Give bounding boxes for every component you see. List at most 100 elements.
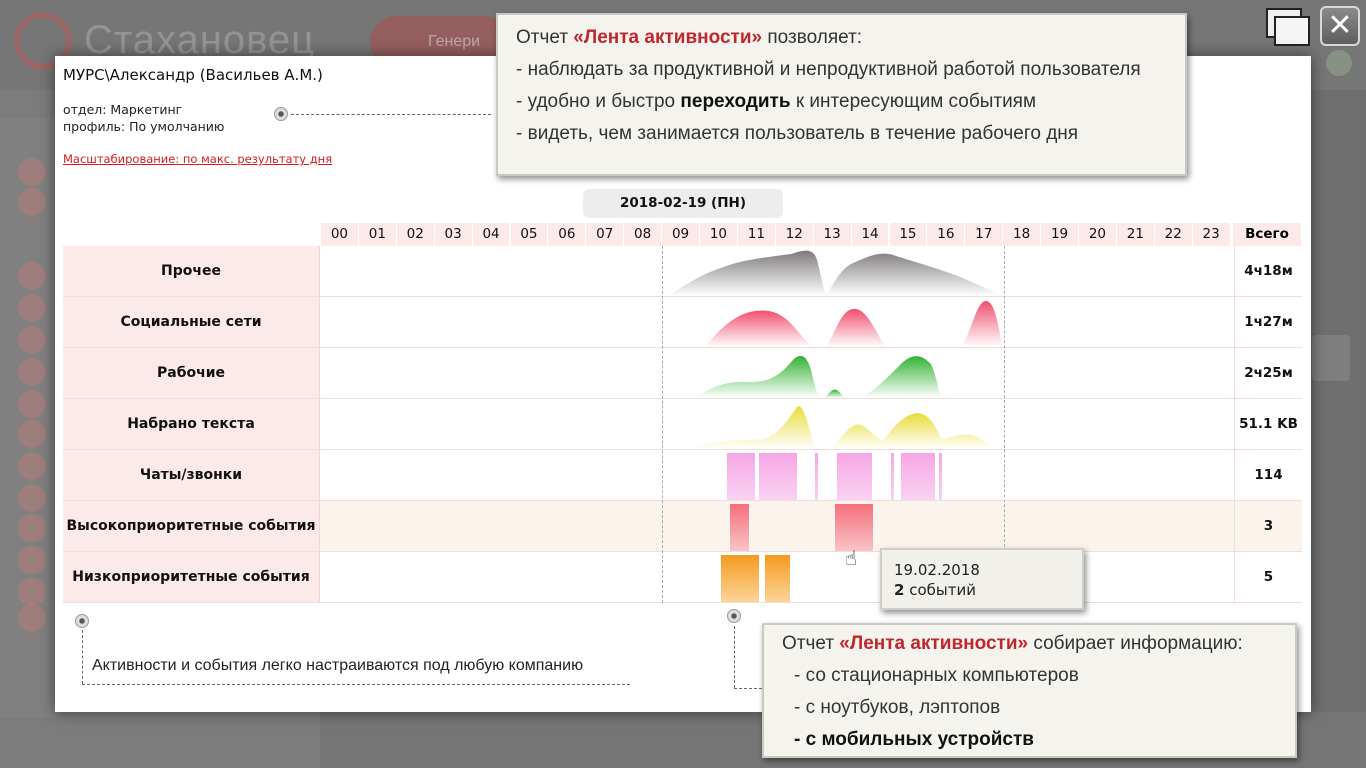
high-priority-event[interactable] — [730, 504, 749, 551]
chat-bar — [891, 453, 894, 500]
app-logo-text: Стахановец — [84, 18, 316, 62]
home-icon[interactable] — [18, 604, 46, 632]
hour-cell: 11 — [737, 223, 776, 246]
row-high-priority: Высокоприоритетные события 3 — [63, 501, 1302, 552]
callout-line: - наблюдать за продуктивной и непродукти… — [516, 59, 1141, 80]
pin-icon — [727, 609, 741, 623]
workday-end-line — [1004, 246, 1005, 552]
row-total: 3 — [1234, 501, 1302, 551]
row-social: Социальные сети 1ч27м — [63, 297, 1302, 348]
window-front-icon — [1274, 16, 1310, 46]
hour-cell: 15 — [889, 223, 928, 246]
callout-features: Отчет «Лента активности» позволяет: - на… — [496, 13, 1187, 176]
home-icon[interactable] — [18, 420, 46, 448]
department-label: отдел: Маркетинг — [63, 102, 183, 117]
hour-cell: 02 — [396, 223, 435, 246]
connector-line — [734, 626, 735, 688]
callout-line: - с мобильных устройств — [794, 729, 1034, 750]
home-icon[interactable] — [18, 514, 46, 542]
high-priority-chart — [730, 504, 873, 551]
home-icon[interactable] — [18, 358, 46, 386]
customization-note: Активности и события легко настраиваются… — [92, 657, 584, 674]
hour-cell: 20 — [1079, 223, 1117, 246]
hour-cell: 03 — [434, 223, 473, 246]
hour-cell: 12 — [775, 223, 814, 246]
chat-bar — [815, 453, 818, 500]
connector-line — [82, 684, 630, 685]
high-priority-event[interactable] — [835, 504, 873, 551]
callout-line: - удобно и быстро переходить к интересую… — [516, 91, 1037, 112]
row-total: 5 — [1234, 552, 1302, 602]
date-selector[interactable]: 2018-02-19 (ПН) — [583, 189, 783, 218]
row-total: 4ч18м — [1234, 246, 1302, 296]
home-icon[interactable] — [18, 390, 46, 418]
hour-cell: 21 — [1116, 223, 1155, 246]
row-typed: Набрано текста 51.1 KB — [63, 399, 1302, 450]
profile-label: профиль: По умолчанию — [63, 119, 225, 134]
home-icon[interactable] — [18, 158, 46, 186]
hour-cell: 06 — [548, 223, 587, 246]
row-label: Низкоприоритетные события — [63, 552, 320, 602]
scaling-link[interactable]: Масштабирование: по макс. результату дня — [63, 152, 333, 166]
app-logo-icon — [14, 12, 72, 70]
row-label: Набрано текста — [63, 399, 320, 449]
other-activity-chart — [667, 250, 1001, 296]
low-priority-event[interactable] — [721, 555, 759, 602]
chats-calls-chart — [727, 453, 942, 500]
home-icon[interactable] — [18, 578, 46, 606]
connector-line — [82, 630, 83, 684]
chat-bar — [837, 453, 872, 500]
home-icon[interactable] — [18, 262, 46, 290]
home-icon[interactable] — [18, 484, 46, 512]
callout-title: Отчет «Лента активности» собирает информ… — [782, 633, 1243, 654]
row-total: 1ч27м — [1234, 297, 1302, 347]
close-button[interactable]: ✕ — [1320, 6, 1360, 46]
hour-cell: 07 — [586, 223, 625, 246]
row-other: Прочее 4ч18м — [63, 246, 1302, 297]
row-label: Рабочие — [63, 348, 320, 398]
typed-text-chart — [689, 406, 993, 449]
row-label: Прочее — [63, 246, 320, 296]
pin-icon — [75, 614, 89, 628]
hour-cell: 19 — [1041, 223, 1079, 246]
side-panel — [1312, 335, 1350, 381]
row-label: Социальные сети — [63, 297, 320, 347]
user-name: МУРС\Александр (Васильев А.М.) — [63, 66, 323, 84]
low-priority-chart — [721, 555, 790, 602]
home-icon[interactable] — [18, 326, 46, 354]
hour-cell: 10 — [700, 223, 738, 246]
logo-small-icon — [1326, 50, 1352, 76]
hour-cell: 05 — [510, 223, 549, 246]
row-total: 51.1 KB — [1234, 399, 1302, 449]
row-label: Чаты/звонки — [63, 450, 320, 500]
chat-bar — [759, 453, 797, 500]
home-icon[interactable] — [18, 452, 46, 480]
callout-title: Отчет «Лента активности» позволяет: — [516, 27, 863, 48]
hour-cell: 00 — [321, 223, 359, 246]
hour-cell: 01 — [358, 223, 397, 246]
hour-cell: 04 — [472, 223, 511, 246]
home-icon[interactable] — [18, 546, 46, 574]
connector-line — [734, 688, 762, 689]
restore-window-button[interactable] — [1266, 8, 1316, 48]
workday-start-line — [662, 246, 663, 603]
hour-cell: 18 — [1003, 223, 1042, 246]
home-icon[interactable] — [18, 294, 46, 322]
hour-cell: 09 — [662, 223, 700, 246]
tooltip-date: 19.02.2018 — [894, 561, 980, 579]
chat-bar — [901, 453, 935, 500]
callout-line: - со стационарных компьютеров — [794, 665, 1079, 686]
hour-cell: 23 — [1192, 223, 1231, 246]
row-chats: Чаты/звонки 114 — [63, 450, 1302, 501]
hour-cell: 14 — [851, 223, 890, 246]
hour-cell: 08 — [624, 223, 663, 246]
total-header: Всего — [1233, 223, 1301, 246]
row-low-priority: Низкоприоритетные события 5 — [63, 552, 1302, 603]
hour-cell: 13 — [813, 223, 852, 246]
row-total: 114 — [1234, 450, 1302, 500]
callout-sources: Отчет «Лента активности» собирает информ… — [762, 623, 1297, 758]
chat-bar — [939, 453, 942, 500]
low-priority-event[interactable] — [765, 555, 790, 602]
hand-cursor-icon: ☝ — [845, 548, 858, 570]
home-icon[interactable] — [18, 188, 46, 216]
